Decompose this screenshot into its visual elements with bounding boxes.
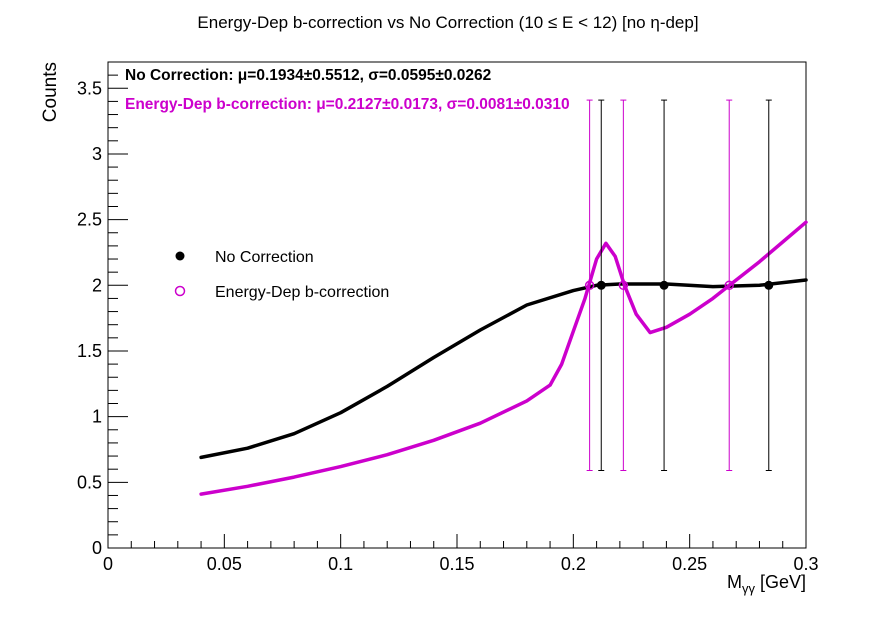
y-tick-label: 1 xyxy=(92,407,102,427)
data-point xyxy=(618,280,629,291)
legend-marker xyxy=(175,251,185,261)
x-tick-label: 0.2 xyxy=(561,554,586,574)
data-point xyxy=(724,280,734,291)
data-point xyxy=(596,280,606,290)
x-tick-label: 0.05 xyxy=(207,554,242,574)
legend-label: Energy-Dep b-correction xyxy=(215,284,389,301)
x-axis-label-text: Mγγ [GeV] xyxy=(727,572,806,596)
legend-label: No Correction xyxy=(215,249,314,266)
y-tick-label: 0 xyxy=(92,538,102,558)
y-tick-label: 1.5 xyxy=(77,341,102,361)
x-axis-ticks: 0 0.05 0.1 0.15 0.2 0.25 0.3 xyxy=(103,534,819,574)
fit-annotations: No Correction: μ=0.1934±0.5512, σ=0.0595… xyxy=(125,67,570,113)
fit-curve-no-correction xyxy=(199,278,808,460)
data-point xyxy=(584,280,595,291)
data-point xyxy=(659,280,669,290)
fit-annotation: No Correction: μ=0.1934±0.5512, σ=0.0595… xyxy=(125,67,491,84)
fit-curves xyxy=(199,220,808,496)
chart-title: Energy-Dep b-correction vs No Correction… xyxy=(197,13,698,32)
x-tick-label: 0 xyxy=(103,554,113,574)
fit-annotation: Energy-Dep b-correction: μ=0.2127±0.0173… xyxy=(125,96,570,113)
legend-marker xyxy=(174,285,186,297)
fit-curve-energy-dep xyxy=(199,220,808,496)
x-tick-label: 0.3 xyxy=(793,554,818,574)
y-tick-label: 2.5 xyxy=(77,210,102,230)
data-markers xyxy=(584,280,774,291)
y-axis-label: Counts xyxy=(40,62,61,122)
data-point xyxy=(764,280,774,290)
y-tick-label: 0.5 xyxy=(77,472,102,492)
x-tick-label: 0.15 xyxy=(439,554,474,574)
y-tick-label: 3.5 xyxy=(77,78,102,98)
x-axis-label: Mγγ [GeV] xyxy=(727,572,806,596)
x-tick-label: 0.1 xyxy=(328,554,353,574)
error-bars xyxy=(586,99,772,472)
x-tick-label: 0.25 xyxy=(672,554,707,574)
legend: No Correction Energy-Dep b-correction xyxy=(174,249,389,301)
y-tick-label: 2 xyxy=(92,275,102,295)
y-axis-ticks: 0 0.5 1 1.5 2 2.5 3 3.5 xyxy=(77,61,128,558)
y-tick-label: 3 xyxy=(92,144,102,164)
